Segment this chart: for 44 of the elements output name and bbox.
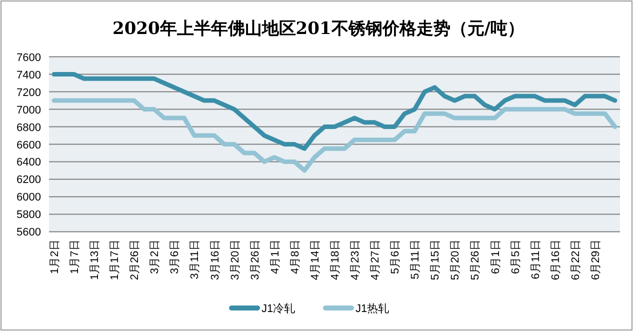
y-tick-label: 7000: [16, 104, 41, 116]
y-tick-label: 6000: [16, 192, 41, 204]
x-tick-label: 4月18日: [330, 240, 342, 280]
legend-label: J1热轧: [356, 303, 390, 315]
line-series: [52, 72, 618, 151]
x-tick-label: 3月2日: [149, 240, 162, 274]
y-tick-label: 5600: [16, 226, 41, 239]
x-tick-label: 2月26日: [129, 240, 142, 280]
x-tick-label: 1月2日: [49, 240, 62, 274]
x-tick-label: 6月16日: [550, 240, 562, 280]
x-tick-label: 5月6日: [390, 240, 402, 274]
chart-title: 2020年上半年佛山地区201不锈钢价格走势（元/吨）: [112, 19, 525, 39]
x-tick-label: 4月8日: [289, 240, 302, 274]
x-tick-label: 3月11日: [189, 240, 202, 280]
x-tick-label: 3月20日: [229, 240, 242, 280]
x-tick-label: 3月16日: [209, 240, 222, 280]
y-tick-label: 7600: [16, 52, 41, 64]
x-tick-label: 4月23日: [350, 240, 362, 280]
x-tick-label: 5月15日: [430, 240, 442, 280]
x-tick-label: 6月29日: [590, 240, 602, 280]
x-tick-label: 6月11日: [530, 240, 542, 280]
line-series: [52, 98, 618, 173]
x-tick-label: 1月13日: [89, 240, 102, 280]
x-tick-label: 4月14日: [309, 240, 322, 280]
x-tick-label: 3月6日: [169, 240, 182, 274]
y-tick-label: 5800: [16, 209, 41, 222]
x-tick-label: 4月27日: [370, 240, 382, 280]
y-tick-label: 7200: [16, 86, 41, 99]
x-tick-label: 6月5日: [510, 240, 522, 274]
y-tick-label: 6400: [16, 156, 41, 169]
x-tick-label: 1月7日: [69, 240, 82, 274]
x-tick-label: 5月11日: [410, 240, 422, 280]
y-tick-label: 6200: [16, 174, 41, 186]
x-tick-label: 5月20日: [450, 240, 462, 280]
x-tick-label: 6月1日: [490, 240, 502, 274]
legend-label: J1冷轧: [262, 303, 296, 315]
y-tick-label: 6600: [16, 139, 41, 152]
x-tick-label: 4月1日: [269, 240, 282, 274]
x-tick-label: 1月17日: [109, 240, 122, 280]
y-tick-label: 6800: [16, 122, 41, 134]
y-tick-label: 7400: [16, 69, 41, 82]
x-tick-label: 3月26日: [249, 240, 262, 280]
x-tick-label: 5月26日: [470, 240, 482, 280]
x-tick-label: 6月22日: [570, 240, 582, 280]
